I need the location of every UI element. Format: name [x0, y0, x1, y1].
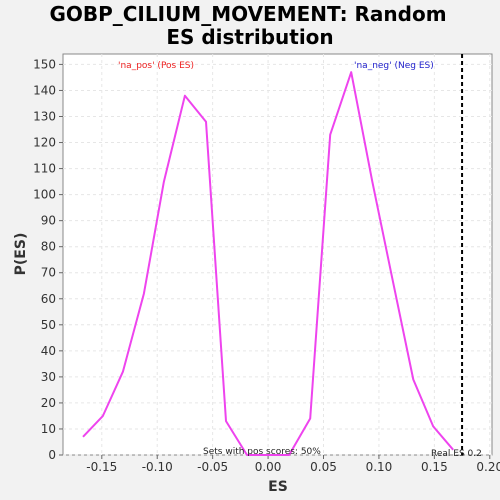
x-tick-label: -0.05 [197, 460, 228, 474]
neg-es-label: 'na_neg' (Neg ES) [354, 61, 434, 71]
y-tick-label: 120 [33, 136, 56, 150]
y-tick-label: 100 [33, 188, 56, 202]
y-tick-label: 50 [41, 318, 56, 332]
y-tick-label: 10 [41, 422, 56, 436]
y-tick-label: 30 [41, 370, 56, 384]
y-axis-label: P(ES) [13, 233, 29, 276]
y-tick-label: 70 [41, 266, 56, 280]
y-tick-label: 40 [41, 344, 56, 358]
chart-title-line-1: GOBP_CILIUM_MOVEMENT: Random [49, 2, 446, 26]
y-tick-label: 90 [41, 214, 56, 228]
real-es-label: Real ES 0.2 [431, 449, 482, 459]
plot-area [63, 54, 492, 455]
sets-pos-scores-label: Sets with pos scores: 50% [203, 447, 321, 457]
x-tick-label: -0.15 [86, 460, 117, 474]
x-tick-label: -0.10 [142, 460, 173, 474]
x-axis-label: ES [268, 479, 288, 495]
y-tick-label: 20 [41, 396, 56, 410]
x-tick-label: 0.05 [310, 460, 337, 474]
x-tick-label: 0.10 [366, 460, 393, 474]
x-tick-label: 0.00 [255, 460, 282, 474]
y-tick-label: 110 [33, 162, 56, 176]
y-tick-label: 140 [33, 83, 56, 97]
chart-title-line-2: ES distribution [166, 25, 333, 49]
x-tick-label: 0.15 [421, 460, 448, 474]
y-tick-label: 60 [41, 292, 56, 306]
x-tick-label: 0.20 [476, 460, 500, 474]
pos-es-label: 'na_pos' (Pos ES) [118, 61, 194, 71]
y-tick-label: 130 [33, 109, 56, 123]
y-tick-label: 150 [33, 57, 56, 71]
y-tick-label: 0 [48, 448, 56, 462]
y-tick-label: 80 [41, 240, 56, 254]
